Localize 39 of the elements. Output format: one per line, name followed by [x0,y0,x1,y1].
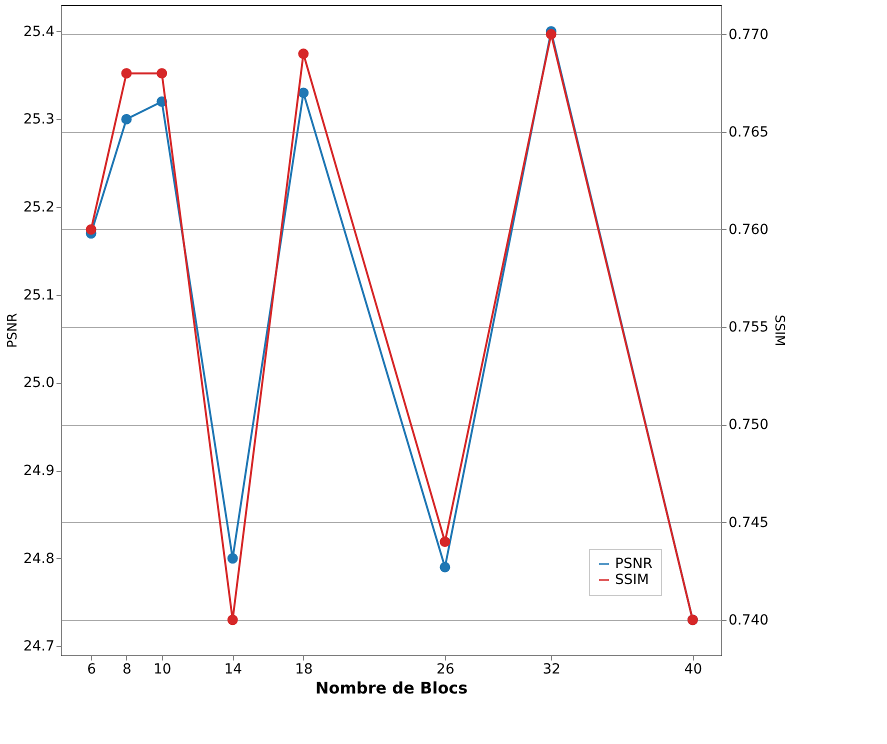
x-tick-label: 18 [295,662,313,678]
y2-axis-title: SSIM [772,314,787,346]
y-tick-label: 25.3 [23,112,54,128]
y-tick-label: 25.0 [23,375,54,392]
point [440,536,450,548]
y-tick-label: 25.1 [23,287,54,304]
y2-tick-label: 0.760 [728,222,769,238]
y2-tick-label: 0.740 [728,612,769,628]
point [227,553,238,564]
point [546,29,556,40]
x-tick-label: 32 [542,662,561,678]
point [86,224,96,235]
x-tick-label: 14 [224,662,242,678]
y-tick-label: 25.2 [23,200,54,216]
legend-label: SSIM [615,572,649,588]
x-tick-label: 10 [153,662,172,678]
point [298,88,309,98]
x-axis-title: Nombre de Blocs [315,678,468,698]
y2-tick-label: 0.755 [728,320,769,336]
point [121,68,132,79]
y-tick-label: 25.4 [23,24,55,40]
y2-tick-label: 0.765 [728,124,769,140]
point [227,614,238,626]
y-tick-label: 24.8 [23,550,54,567]
y2-tick-label: 0.750 [728,417,769,434]
point [121,114,132,124]
y2-tick-label: 0.745 [728,514,769,531]
y-axis-title: PSNR [5,313,20,348]
point [440,562,450,572]
x-tick-label: 40 [684,662,702,678]
y-tick-label: 24.9 [23,463,54,480]
x-tick-label: 8 [122,662,132,678]
y-tick-label: 24.7 [23,638,54,655]
x-tick-label: 26 [436,662,454,678]
legend-label: PSNR [615,556,653,572]
point [156,68,168,79]
x-tick-label: 6 [87,662,96,678]
point [298,48,309,60]
y2-tick-label: 0.770 [728,26,769,43]
